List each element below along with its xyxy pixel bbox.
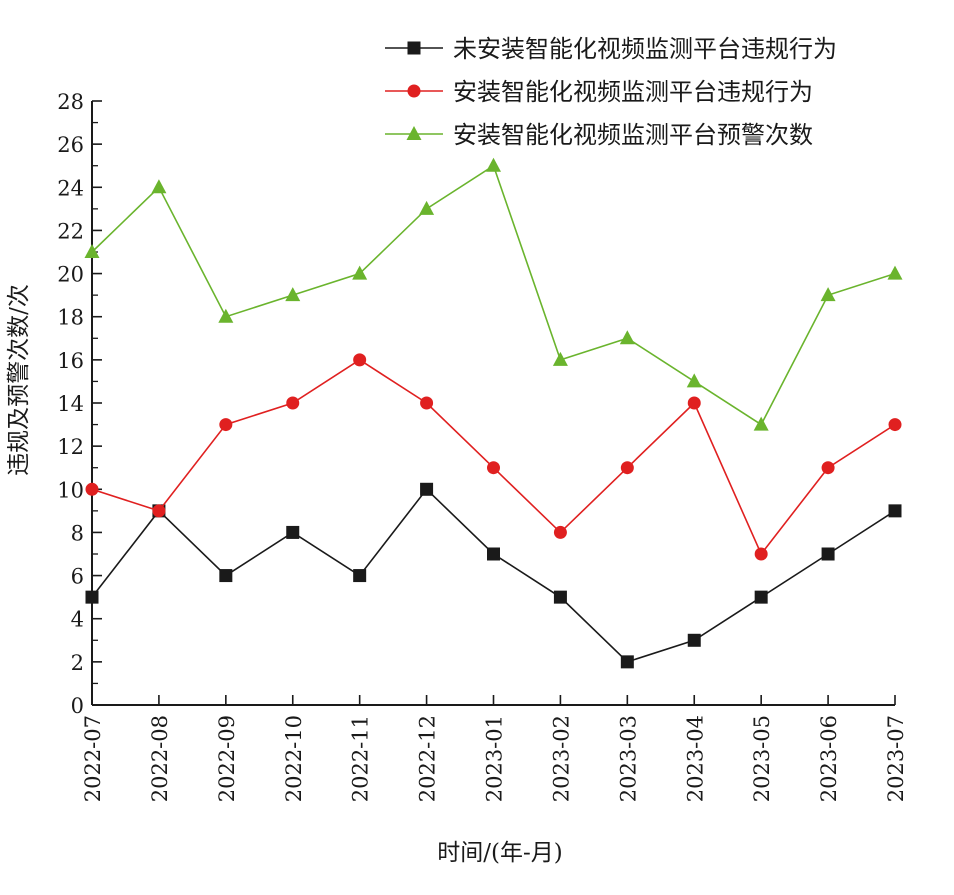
data-point	[620, 655, 634, 669]
data-point	[219, 418, 233, 432]
data-point	[552, 351, 568, 366]
data-point	[420, 396, 434, 410]
y-tick-label: 18	[57, 306, 84, 330]
data-point	[687, 396, 701, 410]
data-point	[286, 396, 300, 410]
x-tick-label: 2022-07	[81, 715, 105, 802]
data-point	[285, 287, 301, 302]
legend-marker	[407, 84, 421, 98]
x-tick-label: 2023-02	[549, 715, 573, 802]
y-tick-label: 24	[57, 176, 84, 200]
data-point	[353, 353, 367, 367]
x-tick-label: 2022-10	[282, 715, 306, 802]
x-axis-ticks: 2022-07 2022-08 2022-09 2022-10 2022-11 2022-…	[81, 695, 908, 802]
series-3	[84, 157, 903, 431]
data-point	[219, 569, 233, 583]
y-tick-label: 20	[57, 263, 84, 287]
data-point	[821, 547, 835, 561]
data-point	[553, 590, 567, 604]
series-line	[91, 358, 896, 556]
y-tick-label: 10	[57, 478, 84, 502]
data-point	[487, 461, 500, 475]
data-point	[754, 547, 768, 561]
series-line	[91, 488, 896, 663]
x-tick-label: 2022-11	[349, 715, 373, 802]
data-point	[687, 633, 701, 647]
data-point	[420, 482, 434, 496]
x-tick-label: 2022-12	[416, 715, 440, 802]
data-point	[553, 525, 567, 539]
x-tick-label: 2023-03	[616, 715, 640, 802]
legend-item: 安装智能化视频监测平台预警次数	[385, 121, 813, 149]
axes	[91, 101, 895, 706]
data-point	[486, 157, 501, 172]
x-tick-label: 2022-08	[148, 715, 172, 802]
data-point	[888, 504, 902, 518]
data-point	[286, 525, 300, 539]
data-point	[85, 590, 99, 604]
x-tick-label: 2023-05	[750, 715, 774, 802]
data-point	[820, 287, 836, 302]
data-point	[487, 547, 500, 561]
y-tick-label: 6	[71, 565, 84, 589]
y-tick-label: 16	[57, 349, 84, 373]
data-point	[887, 265, 903, 280]
legend-marker	[406, 126, 422, 140]
series-2	[85, 353, 902, 561]
data-point	[419, 200, 435, 215]
data-point	[888, 418, 902, 432]
x-tick-label: 2022-09	[215, 715, 239, 802]
legend: 未安装智能化视频监测平台违规行为安装智能化视频监测平台违规行为安装智能化视频监测…	[385, 35, 837, 149]
data-point	[218, 308, 234, 323]
data-point	[352, 265, 368, 280]
x-tick-label: 2023-04	[683, 715, 707, 802]
x-axis-title: 时间/(年-月)	[437, 840, 562, 866]
x-tick-label: 2023-06	[817, 715, 841, 802]
y-tick-label: 2	[71, 651, 84, 675]
data-point	[84, 244, 100, 258]
data-point	[152, 504, 166, 518]
data-point	[620, 461, 634, 475]
data-point	[754, 590, 768, 604]
y-tick-label: 28	[57, 90, 84, 114]
y-axis-title: 违规及预警次数/次	[6, 284, 32, 476]
legend-marker	[407, 41, 421, 55]
data-point	[85, 482, 99, 496]
y-tick-label: 8	[71, 521, 84, 545]
data-point	[753, 416, 769, 431]
y-tick-label: 14	[57, 392, 84, 416]
legend-item: 安装智能化视频监测平台违规行为	[385, 78, 813, 106]
legend-label: 安装智能化视频监测平台违规行为	[453, 78, 813, 106]
data-point	[353, 569, 367, 583]
x-tick-label: 2023-01	[483, 715, 507, 802]
data-point	[686, 373, 702, 388]
series-1	[85, 482, 902, 669]
data-point	[151, 179, 167, 194]
legend-label: 安装智能化视频监测平台预警次数	[453, 121, 813, 149]
series-layer	[84, 157, 903, 669]
y-tick-label: 12	[57, 435, 84, 459]
x-tick-label: 2023-07	[884, 715, 908, 802]
y-tick-label: 22	[57, 219, 84, 243]
legend-label: 未安装智能化视频监测平台违规行为	[453, 35, 837, 63]
y-tick-label: 26	[57, 133, 84, 157]
series-line	[91, 164, 896, 426]
data-point	[821, 461, 835, 475]
data-point	[619, 330, 635, 345]
y-tick-label: 4	[71, 608, 84, 632]
y-tick-label: 0	[71, 694, 84, 718]
legend-item: 未安装智能化视频监测平台违规行为	[385, 35, 837, 63]
